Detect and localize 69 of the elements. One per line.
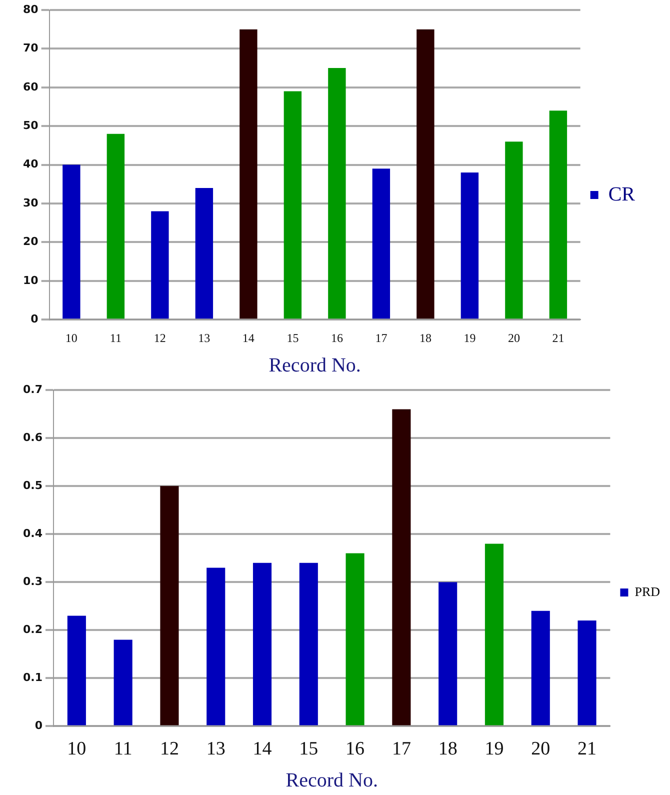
x-tick-label: 17	[392, 738, 411, 760]
bar	[62, 164, 80, 319]
bar	[240, 29, 258, 319]
bar	[460, 172, 479, 319]
y-tick-label: 50	[22, 118, 39, 132]
legend-label: CR	[608, 183, 636, 206]
x-tick-label: 18	[419, 330, 432, 345]
x-tick-label: 12	[154, 330, 166, 345]
x-tick-label: 20	[508, 330, 520, 345]
x-tick-label: 16	[330, 330, 343, 345]
y-tick-label: 0.7	[22, 382, 42, 396]
bar	[484, 544, 504, 726]
y-tick-label: 70	[22, 42, 39, 55]
bar	[438, 582, 458, 726]
x-tick-label: 10	[67, 738, 86, 760]
bar	[206, 568, 226, 726]
x-tick-label: 20	[531, 738, 550, 760]
y-tick-label: 0.4	[22, 526, 43, 540]
y-tick-label: 0	[34, 719, 43, 732]
y-tick-label: 80	[22, 2, 39, 16]
y-tick-label: 0.3	[22, 574, 42, 588]
bar	[416, 29, 434, 319]
x-tick-label: 13	[206, 738, 226, 760]
x-tick-label: 19	[484, 738, 504, 760]
y-tick-label: 40	[22, 158, 39, 171]
x-tick-label: 17	[375, 330, 388, 345]
y-tick-label: 0.5	[22, 478, 42, 492]
bar	[114, 640, 132, 726]
x-tick-label: 11	[114, 738, 132, 760]
x-tick-label: 14	[242, 330, 254, 345]
bar	[299, 562, 318, 726]
bar	[160, 486, 179, 726]
y-tick-label: 0	[30, 312, 39, 326]
x-tick-label: 16	[346, 738, 365, 760]
y-tick-label: 10	[22, 274, 39, 287]
bar	[372, 168, 390, 319]
x-tick-label: 19	[464, 330, 476, 345]
y-tick-label: 60	[22, 80, 39, 94]
bar	[252, 562, 272, 726]
bar	[151, 211, 169, 319]
bar	[392, 409, 411, 726]
x-tick-label: 14	[252, 738, 272, 760]
x-tick-label: 21	[552, 330, 564, 345]
y-tick-label: 0.6	[22, 430, 43, 444]
y-tick-label: 30	[22, 196, 39, 210]
bar	[284, 91, 302, 319]
x-tick-label: 13	[198, 330, 210, 345]
x-axis-title: Record No.	[286, 769, 378, 792]
x-tick-label: 15	[286, 330, 299, 345]
x-tick-label: 21	[578, 738, 597, 760]
y-tick-label: 0.1	[22, 671, 42, 684]
bar	[549, 110, 568, 319]
bar	[328, 68, 346, 319]
bar	[505, 142, 523, 319]
x-tick-label: 10	[65, 330, 78, 345]
legend-label: PRD	[634, 584, 660, 599]
x-tick-label: 11	[110, 330, 122, 345]
bar	[531, 610, 550, 726]
x-tick-label: 18	[438, 738, 458, 760]
x-tick-label: 12	[160, 738, 179, 760]
bar	[346, 553, 364, 726]
bar	[67, 616, 86, 726]
y-tick-label: 20	[22, 235, 39, 248]
x-axis-title: Record No.	[268, 354, 361, 376]
bar	[195, 188, 214, 319]
bar	[106, 134, 125, 319]
x-tick-label: 15	[299, 738, 318, 760]
bar	[578, 620, 596, 726]
y-tick-label: 0.2	[22, 623, 42, 636]
